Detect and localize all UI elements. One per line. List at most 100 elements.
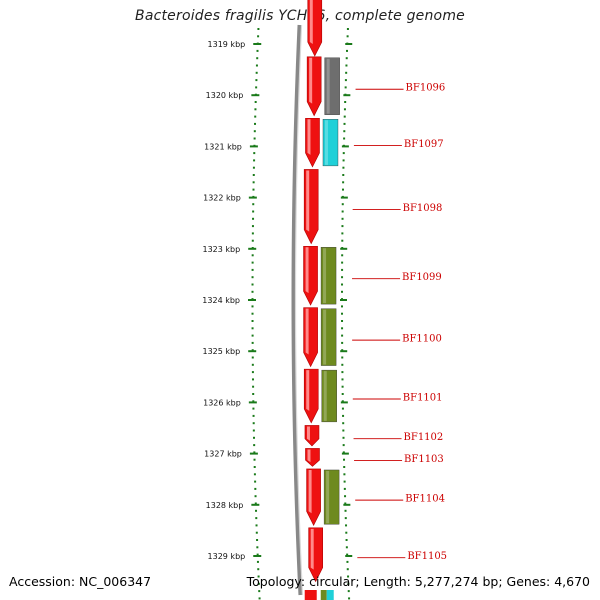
- gene-label: BF1097: [404, 139, 444, 150]
- scale-tick-label: 1323 kbp: [203, 245, 241, 254]
- ruler-dot: [344, 79, 347, 82]
- ruler-dot: [346, 35, 349, 38]
- cog-category-bar-shine: [323, 309, 327, 365]
- ruler-dot: [252, 166, 255, 169]
- ruler-dot: [341, 217, 344, 220]
- gene-arrow-shine: [305, 247, 309, 294]
- ruler-dot: [341, 371, 344, 374]
- ruler-dot: [345, 57, 348, 60]
- ruler-dot: [347, 582, 350, 585]
- scale-tick-label: 1328 kbp: [206, 501, 244, 510]
- ruler-dot: [341, 334, 344, 337]
- ruler-dot: [341, 320, 344, 322]
- ruler-dot: [253, 159, 256, 162]
- ruler-dot: [341, 232, 344, 235]
- ruler-dot: [346, 568, 349, 571]
- ruler-dot: [341, 305, 344, 308]
- ruler-dot: [341, 312, 344, 315]
- ruler-dot: [251, 239, 254, 242]
- cog-category-bar-shine: [326, 470, 330, 524]
- ruler-dot: [254, 502, 257, 505]
- ruler-dot: [342, 436, 345, 439]
- ruler-dot: [252, 400, 255, 403]
- ruler-dot: [344, 502, 347, 505]
- ruler-dot: [255, 71, 258, 74]
- gene-label: BF1098: [403, 203, 443, 214]
- accession-text: Accession: NC_006347: [9, 574, 152, 589]
- ruler-dot: [256, 553, 259, 556]
- scale-tick-label: 1325 kbp: [203, 347, 241, 356]
- ruler-dot: [343, 115, 346, 118]
- gene-arrow-shine: [306, 370, 310, 411]
- ruler-dot: [251, 305, 254, 308]
- ruler-dot: [255, 86, 258, 89]
- ruler-dot: [251, 312, 254, 315]
- gene-arrow-shine: [307, 449, 311, 463]
- ruler-dot: [341, 341, 344, 344]
- ruler-dot: [346, 553, 349, 556]
- genome-backbone-highlight: [294, 24, 304, 596]
- ruler-dot: [342, 152, 345, 155]
- scale-tick-label: 1320 kbp: [206, 91, 244, 100]
- gene-label: BF1101: [403, 393, 443, 404]
- ruler-dot: [341, 385, 344, 388]
- ruler-dot: [341, 283, 344, 286]
- ruler-dot: [251, 320, 254, 322]
- gene-arrow-shine: [310, 528, 314, 570]
- ruler-dot: [345, 524, 348, 527]
- gene-label: BF1096: [406, 83, 446, 94]
- cog-category-bar: [324, 57, 340, 115]
- ruler-dot: [342, 181, 345, 184]
- gene-arrow-partial-shine: [309, 0, 313, 44]
- ruler-dot: [344, 509, 347, 512]
- ruler-dot: [342, 174, 345, 176]
- ruler-dot: [251, 378, 254, 381]
- cog-category-bar-partial: [320, 590, 327, 600]
- cog-category-bar-shine: [323, 248, 327, 304]
- ruler-dot: [341, 210, 344, 213]
- ruler-dot: [254, 115, 257, 118]
- ruler-dot: [251, 334, 254, 337]
- cog-category-bar-shine: [324, 120, 328, 165]
- scale-tick-label: 1327 kbp: [204, 450, 242, 459]
- ruler-dot: [258, 597, 261, 600]
- ruler-dot: [341, 290, 344, 293]
- ruler-dot: [257, 568, 260, 571]
- ruler-dot: [251, 356, 254, 359]
- ruler-dot: [343, 480, 346, 483]
- ruler-dot: [251, 276, 254, 279]
- gene-label: BF1102: [404, 432, 444, 443]
- scale-tick-label: 1324 kbp: [202, 296, 240, 305]
- ruler-dot: [348, 597, 351, 600]
- ruler-dot: [253, 152, 256, 155]
- ruler-dot: [251, 363, 254, 366]
- gene-arrow-partial-bottom: [304, 590, 317, 600]
- gene-arrow-shine: [308, 469, 312, 514]
- ruler-dot: [345, 71, 348, 74]
- ruler-dot: [341, 254, 344, 257]
- ruler-dot: [252, 181, 255, 184]
- ruler-dot: [253, 458, 256, 461]
- ruler-dot: [345, 64, 348, 67]
- ruler-dot: [344, 101, 347, 103]
- ruler-dot: [254, 487, 257, 490]
- ruler-dot: [257, 35, 260, 38]
- ruler-dot: [341, 239, 344, 242]
- ruler-dot: [346, 560, 349, 563]
- ruler-dot: [343, 137, 346, 140]
- map-title: Bacteroides fragilis YCH46, complete gen…: [135, 8, 465, 24]
- ruler-dot: [252, 429, 255, 432]
- ruler-dot: [251, 341, 254, 344]
- ruler-dot: [346, 28, 349, 30]
- ruler-dot: [251, 371, 254, 374]
- ruler-dot: [346, 49, 349, 52]
- ruler-dot: [252, 203, 255, 206]
- ruler-dot: [252, 188, 255, 191]
- ruler-dot: [255, 509, 258, 512]
- gene-arrow-shine: [306, 170, 310, 232]
- ruler-dot: [343, 487, 346, 490]
- genome-summary-text: Topology: circular; Length: 5,277,274 bp…: [246, 574, 590, 589]
- ruler-dot: [252, 174, 255, 176]
- ruler-dot: [251, 225, 254, 228]
